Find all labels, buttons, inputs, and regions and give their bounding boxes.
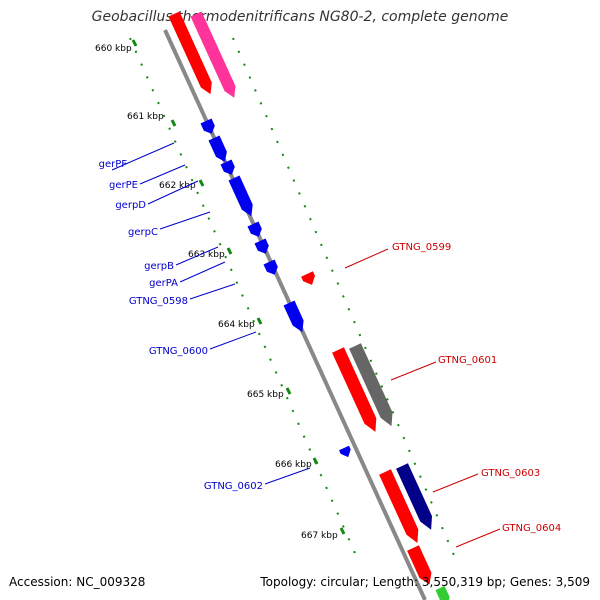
gene-label-left[interactable]: gerpB: [144, 261, 174, 272]
ruler-labels: 660 kbp 661 kbp 662 kbp 663 kbp 664 kbp …: [95, 44, 338, 541]
gene-arrow-blue[interactable]: [339, 445, 351, 458]
gene-arrow-red[interactable]: [168, 11, 212, 95]
gene-label-right[interactable]: GTNG_0601: [438, 355, 497, 366]
gene-label-right[interactable]: GTNG_0599: [392, 242, 451, 253]
gene-label-left[interactable]: gerPF: [99, 159, 128, 170]
gene-arrow-blue[interactable]: [247, 221, 262, 237]
gene-arrow-blue[interactable]: [208, 135, 227, 162]
gene-label-left[interactable]: gerPA: [149, 278, 178, 289]
ruler-label: 662 kbp: [159, 181, 196, 191]
gene-label-left[interactable]: gerpD: [115, 200, 146, 211]
gene-arrow-red[interactable]: [407, 545, 432, 585]
genome-summary: Topology: circular; Length: 3,550,319 bp…: [260, 575, 590, 589]
gene-arrow-gray[interactable]: [349, 343, 393, 427]
gene-arrow-blue[interactable]: [263, 259, 278, 275]
ruler-tick: [170, 119, 177, 127]
gene-arrow-red[interactable]: [379, 469, 419, 543]
right-gene-labels: GTNG_0599 GTNG_0601 GTNG_0603 GTNG_0604: [344, 242, 561, 548]
gene-label-left[interactable]: GTNG_0602: [204, 481, 263, 492]
gene-arrow-navy[interactable]: [396, 463, 432, 530]
ruler-tick: [226, 247, 233, 255]
gene-label-left[interactable]: GTNG_0598: [129, 296, 188, 307]
gene-features[interactable]: [168, 11, 450, 600]
gene-arrow-blue[interactable]: [254, 238, 269, 254]
gene-arrow-blue[interactable]: [200, 118, 215, 134]
gene-arrow-red[interactable]: [332, 347, 377, 432]
gene-arrow-pink[interactable]: [190, 11, 236, 98]
gene-label-right[interactable]: GTNG_0604: [502, 523, 561, 534]
gene-label-left[interactable]: gerPE: [109, 180, 138, 191]
ruler-label: 663 kbp: [188, 250, 225, 260]
ruler-tick: [312, 457, 319, 465]
ruler-label: 665 kbp: [247, 390, 284, 400]
gene-label-right[interactable]: GTNG_0603: [481, 468, 540, 479]
ruler-label: 660 kbp: [95, 44, 132, 54]
gene-arrow-red[interactable]: [301, 271, 315, 285]
ruler-label: 667 kbp: [301, 531, 338, 541]
ruler-tick: [131, 39, 138, 47]
gene-label-left[interactable]: gerpC: [128, 227, 158, 238]
ruler-dots: [129, 37, 457, 561]
gene-arrow-blue[interactable]: [228, 175, 253, 217]
ruler-tick: [198, 179, 205, 187]
left-gene-labels: gerPF gerPE gerpD gerpC gerpB gerPA GTNG…: [99, 142, 311, 492]
accession-text: Accession: NC_009328: [9, 575, 146, 589]
ruler-tick: [285, 387, 292, 395]
ruler-label: 666 kbp: [275, 460, 312, 470]
gene-arrow-green[interactable]: [435, 585, 450, 600]
ruler-tick: [339, 527, 346, 535]
ruler-label: 661 kbp: [127, 112, 164, 122]
ruler-label: 664 kbp: [218, 320, 255, 330]
gene-label-left[interactable]: GTNG_0600: [149, 346, 208, 357]
ruler-tick: [256, 317, 263, 325]
ruler-track-outer: [232, 37, 457, 561]
gene-arrow-blue[interactable]: [220, 159, 235, 175]
gene-arrow-blue[interactable]: [283, 300, 304, 333]
